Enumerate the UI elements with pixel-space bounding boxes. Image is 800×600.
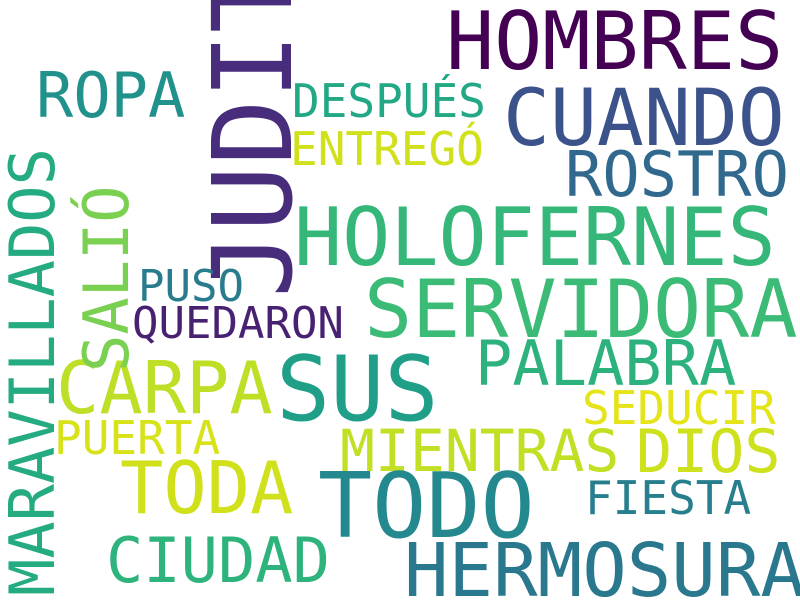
word-maravillados: MARAVILLADOS	[0, 148, 69, 596]
word-sus: SUS	[276, 337, 439, 442]
word-palabra: PALABRA	[475, 327, 737, 400]
word-seducir: SEDUCIR	[582, 381, 776, 435]
word-ropa: ROPA	[36, 59, 186, 132]
word-hermosura: HERMOSURA	[404, 528, 800, 600]
word-cuando: CUANDO	[503, 74, 785, 164]
word-puso: PUSO	[138, 261, 244, 312]
word-despues: DESPUÉS	[292, 74, 486, 128]
word-rostro: ROSTRO	[565, 138, 789, 211]
word-holofernes: HOLOFERNES	[294, 191, 776, 284]
word-ciudad: CIUDAD	[106, 524, 330, 597]
word-judit: JUDIT	[189, 0, 317, 298]
word-mientras: MIENTRAS	[340, 417, 620, 485]
word-carpa: CARPA	[56, 346, 273, 430]
word-hombres: HOMBRES	[446, 0, 784, 88]
word-puerta: PUERTA	[54, 411, 221, 465]
word-dios: DIOS	[636, 417, 781, 487]
word-servidora: SERVIDORA	[364, 263, 798, 356]
word-fiesta: FIESTA	[585, 471, 752, 525]
word-quedaron: QUEDARON	[132, 298, 344, 349]
word-toda: TODA	[120, 446, 294, 530]
word-entrego: ENTREGÓ	[290, 122, 484, 176]
word-salio: SALIÓ	[70, 185, 143, 372]
word-todo: TODO	[318, 454, 535, 559]
